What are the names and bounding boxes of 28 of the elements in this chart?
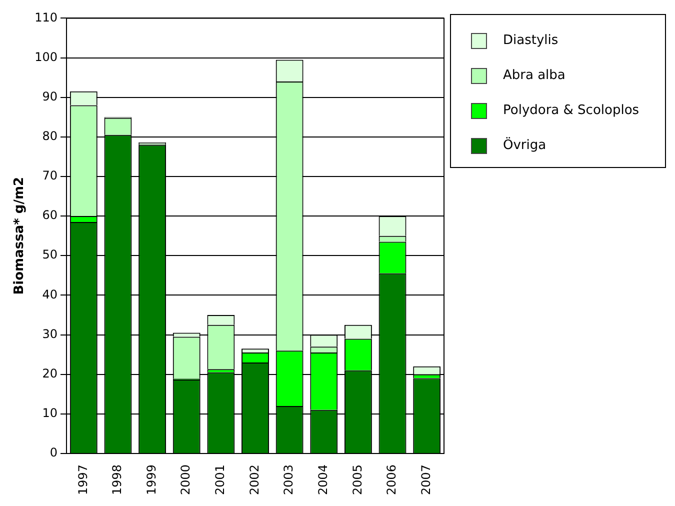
y-tick-label: 20 (42, 366, 58, 380)
y-axis-title: Biomassa* g/m2 (12, 176, 28, 295)
legend-label: Diastylis (503, 33, 558, 48)
y-tick-label: 70 (42, 168, 58, 183)
y-tick-label: 0 (50, 446, 58, 460)
x-tick-label: 2004 (316, 464, 330, 496)
x-tick-label: 1999 (144, 464, 158, 496)
x-tick-label: 2005 (350, 464, 364, 496)
y-tick-label: 110 (34, 10, 58, 24)
legend-label: Abra alba (503, 68, 566, 83)
x-tick-label: 2002 (247, 464, 262, 496)
y-tick-label: 100 (34, 50, 58, 64)
x-tick-label: 2000 (178, 464, 193, 496)
x-tick-label: 2007 (418, 464, 433, 496)
x-tick-label: 2006 (384, 464, 399, 496)
x-tick-label: 1997 (76, 464, 90, 496)
y-tick-label: 60 (42, 208, 58, 222)
x-tick-label: 2001 (213, 464, 228, 496)
legend-label: Polydora & Scoloplos (503, 103, 640, 118)
y-tick-label: 80 (42, 129, 58, 144)
y-tick-label: 10 (42, 406, 58, 420)
x-tick-label: 2003 (282, 464, 296, 496)
y-tick-label: 40 (42, 287, 58, 302)
x-tick-label: 1998 (110, 464, 124, 496)
y-tick-label: 30 (42, 326, 58, 341)
y-tick-label: 50 (42, 248, 58, 262)
y-tick-label: 90 (42, 89, 58, 104)
legend-label: Övriga (503, 138, 546, 153)
